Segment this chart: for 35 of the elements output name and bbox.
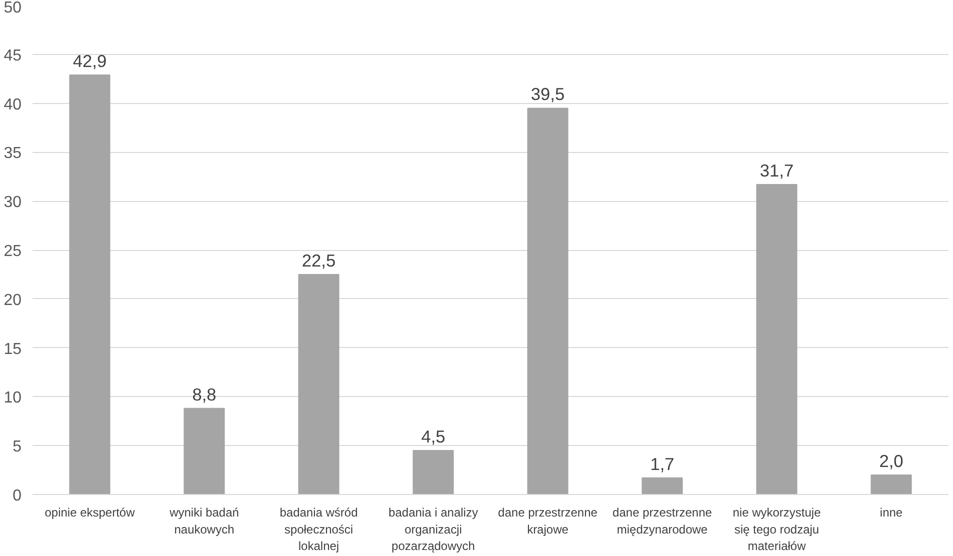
x-tick-label: nie wykorzystuje się tego rodzaju materiałów	[732, 506, 822, 554]
bar	[69, 74, 110, 494]
x-tick-label: opinie ekspertów	[44, 506, 136, 520]
y-tick-label: 35	[4, 145, 22, 162]
x-tick-label: dane przestrzenne krajowe	[498, 506, 598, 536]
data-label: 22,5	[302, 250, 336, 270]
x-tick-label: badania wśród społeczności lokalnej	[280, 506, 358, 554]
y-tick-label: 10	[4, 390, 22, 407]
y-tick-label: 5	[12, 438, 22, 456]
y-tick-label: 15	[4, 340, 22, 358]
y-tick-label: 50	[4, 0, 22, 16]
data-label: 4,5	[421, 426, 446, 446]
y-tick-label: 30	[4, 194, 22, 212]
data-label: 39,5	[530, 84, 565, 104]
bar	[756, 184, 798, 494]
bar	[642, 477, 683, 494]
bar	[527, 108, 568, 494]
bar	[412, 450, 454, 494]
x-tick-label: dane przestrzenne międzynarodowe	[612, 506, 712, 536]
x-tick-label: inne	[880, 506, 903, 520]
data-label: 1,7	[650, 454, 674, 474]
bar	[870, 474, 912, 494]
data-label: 42,9	[72, 50, 107, 71]
bar	[184, 408, 225, 494]
y-tick-label: 0	[12, 488, 22, 504]
data-label: 8,8	[192, 384, 216, 404]
y-tick-label: 25	[4, 243, 22, 260]
x-tick-label: badania i analizy organizacji pozarządowych	[388, 506, 478, 554]
data-label: 31,7	[760, 160, 794, 180]
y-tick-label: 40	[4, 96, 22, 114]
y-tick-label: 20	[4, 292, 22, 309]
y-tick-label: 45	[4, 47, 22, 64]
data-label: 2,0	[879, 450, 904, 471]
x-tick-label: wyniki badań naukowych	[168, 506, 239, 536]
bar	[298, 274, 340, 494]
